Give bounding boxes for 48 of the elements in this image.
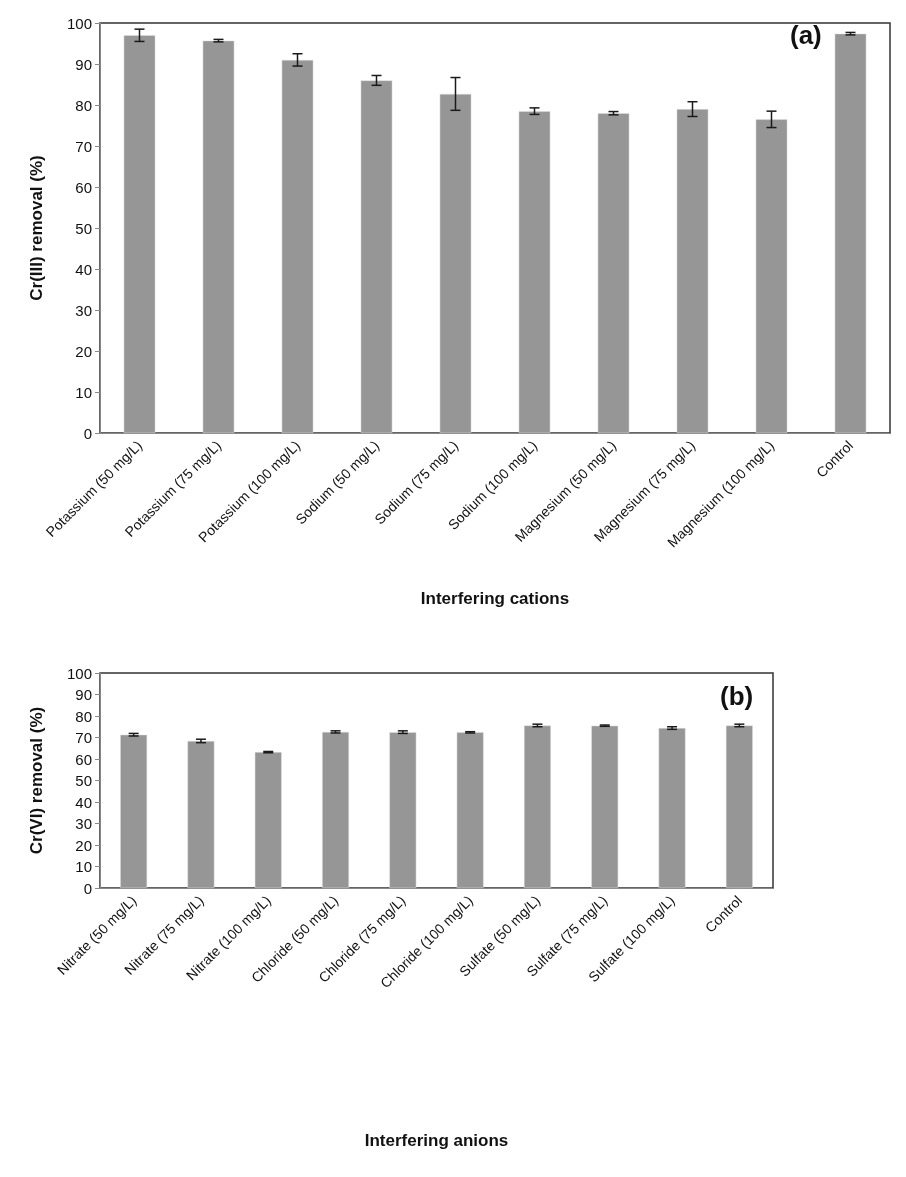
bar — [725, 725, 753, 888]
bar — [456, 732, 484, 888]
y-tick-label: 20 — [75, 342, 92, 360]
x-axis-title: Interfering cations — [420, 589, 570, 608]
bar — [322, 731, 350, 888]
y-axis-title: Cr(VI) removal (%) — [27, 706, 46, 855]
y-tick-label: 70 — [75, 137, 92, 155]
y-axis-title: Cr(III) removal (%) — [27, 155, 46, 301]
bar — [120, 734, 148, 888]
bar — [123, 35, 156, 433]
bar — [755, 119, 788, 433]
y-tick-label: 90 — [75, 55, 92, 73]
y-tick-label: 50 — [75, 219, 92, 237]
annotation: (a) — [790, 20, 822, 50]
bar — [281, 59, 314, 433]
y-tick-label: 40 — [75, 260, 92, 278]
bar — [834, 33, 867, 433]
bar — [187, 740, 215, 888]
bar — [676, 109, 709, 433]
bar — [439, 93, 472, 433]
bar — [360, 80, 393, 433]
y-tick-label: 0 — [83, 424, 92, 442]
x-axis-title: Interfering anions — [364, 1131, 509, 1150]
y-tick-label: 80 — [75, 707, 92, 725]
bar — [597, 113, 630, 433]
y-tick-label: 60 — [75, 178, 92, 196]
bar — [518, 111, 551, 433]
y-tick-label: 100 — [66, 664, 92, 682]
y-tick-label: 100 — [66, 14, 92, 32]
y-tick-label: 10 — [75, 858, 92, 875]
bar — [254, 752, 282, 888]
bar — [523, 725, 551, 888]
y-tick-label: 80 — [75, 96, 92, 114]
y-tick-label: 60 — [75, 750, 92, 768]
y-tick-label: 50 — [75, 772, 92, 789]
y-tick-label: 10 — [75, 383, 92, 401]
bar — [658, 728, 686, 888]
y-tick-label: 30 — [75, 301, 92, 319]
y-tick-label: 90 — [75, 686, 92, 703]
y-tick-label: 30 — [75, 815, 92, 832]
bar — [591, 725, 619, 888]
bar — [202, 40, 235, 433]
y-tick-label: 0 — [83, 879, 92, 897]
y-tick-label: 20 — [75, 836, 92, 854]
annotation: (b) — [720, 681, 754, 711]
bar — [389, 732, 417, 888]
y-tick-label: 70 — [75, 729, 92, 746]
y-tick-label: 40 — [75, 793, 92, 811]
